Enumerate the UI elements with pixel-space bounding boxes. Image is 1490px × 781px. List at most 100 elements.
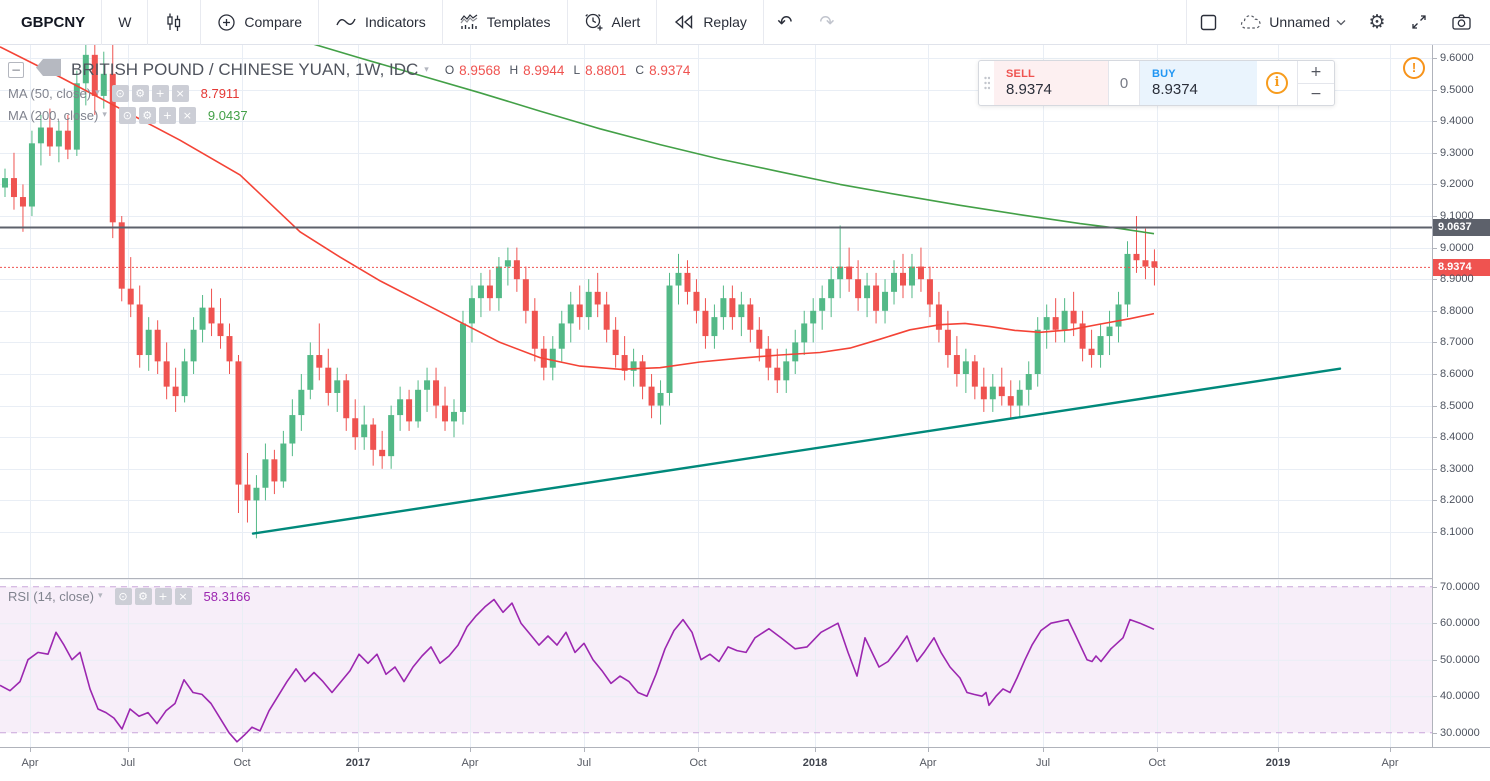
quantity-field[interactable]: 0	[1108, 61, 1140, 105]
ma200-remove-icon[interactable]: ×	[178, 106, 196, 124]
settings-button[interactable]: ⚙	[1356, 0, 1398, 45]
ma200-dropdown-icon[interactable]: ▾	[102, 110, 107, 120]
ma50-label[interactable]: MA (50, close)	[8, 85, 92, 101]
candle-body	[19, 197, 26, 207]
chart-style-button[interactable]	[148, 0, 200, 45]
trade-panel-drag-handle[interactable]	[979, 61, 994, 105]
ma200-settings-icon[interactable]: ⚙	[138, 106, 156, 124]
time-axis-label: Apr	[21, 757, 39, 769]
alert-button[interactable]: Alert	[568, 0, 657, 45]
ma200-label[interactable]: MA (200, close)	[8, 107, 99, 123]
rsi-tick-label: 50.0000	[1440, 653, 1480, 666]
candle-body	[334, 380, 341, 393]
candle-body	[765, 348, 772, 368]
candle-body	[819, 298, 826, 311]
candle-body	[91, 54, 98, 96]
save-layout-button[interactable]: Unnamed	[1229, 13, 1356, 31]
rsi-dropdown-icon[interactable]: ▾	[97, 591, 103, 601]
ma50-dropdown-icon[interactable]: ▾	[95, 88, 100, 98]
time-axis-label: 2018	[802, 757, 828, 769]
interval-button[interactable]: W	[118, 14, 132, 30]
compare-label: Compare	[244, 14, 302, 30]
rsi-label[interactable]: RSI (14, close)	[8, 588, 94, 604]
ma50-remove-icon[interactable]: ×	[171, 84, 189, 102]
rsi-settings-icon[interactable]: ⚙	[134, 587, 152, 605]
sell-label: SELL	[1006, 68, 1035, 80]
collapse-legend-icon[interactable]: −	[8, 62, 24, 78]
candle-body	[406, 399, 413, 422]
candle-body	[226, 336, 233, 362]
ma50-add-icon[interactable]: +	[151, 84, 169, 102]
candle-body	[926, 279, 933, 305]
chart-title[interactable]: BRITISH POUND / CHINESE YUAN, 1W, IDC	[71, 60, 419, 79]
ohlc-values: O 8.9568 H 8.9944 L 8.8801 C 8.9374	[445, 63, 695, 78]
candle-body	[1133, 253, 1140, 261]
candle-body	[612, 329, 619, 356]
price-axis[interactable]: 9.0637 8.9374 9.6000 9.5000 9.4000 9.3000 9.…	[1432, 45, 1490, 747]
toolbar-separator	[762, 0, 764, 45]
candle-body	[370, 424, 377, 450]
candle-body	[442, 405, 449, 422]
candle-body	[621, 355, 628, 371]
replay-button[interactable]: Replay	[657, 0, 763, 45]
rsi-eye-icon[interactable]: ⊙	[114, 587, 132, 605]
candlestick-chart-icon	[164, 12, 184, 32]
buy-button[interactable]: BUY 8.9374	[1140, 61, 1257, 105]
legend-dropdown-icon[interactable]: ▾	[424, 65, 429, 75]
layout-button[interactable]	[1187, 0, 1229, 45]
candle-body	[181, 361, 188, 397]
candle-body	[603, 304, 610, 330]
data-warning-icon[interactable]: !	[1403, 57, 1425, 79]
ma200-add-icon[interactable]: +	[158, 106, 176, 124]
templates-button[interactable]: Templates	[443, 0, 567, 45]
redo-button[interactable]: ↷	[806, 0, 848, 45]
open-value: 8.9568	[459, 62, 501, 78]
axis-tick-mark	[1433, 532, 1437, 533]
redo-icon: ↷	[819, 11, 835, 33]
top-toolbar: GBPCNY W Compare Indicators	[0, 0, 1490, 45]
ma200-eye-icon[interactable]: ⊙	[118, 106, 136, 124]
indicators-label: Indicators	[365, 14, 426, 30]
candle-body	[1025, 374, 1032, 390]
price-tick-label: 9.2000	[1440, 178, 1474, 191]
pane-separator[interactable]	[0, 578, 1490, 579]
axis-tick-mark	[1433, 121, 1437, 123]
ma50-settings-icon[interactable]: ⚙	[131, 84, 149, 102]
quantity-decrease-button[interactable]: −	[1298, 82, 1334, 106]
candle-body	[756, 329, 763, 349]
candle-body	[657, 392, 664, 406]
rsi-remove-icon[interactable]: ×	[174, 587, 192, 605]
candle-body	[64, 130, 71, 150]
cloud-icon	[1239, 13, 1263, 31]
indicators-button[interactable]: Indicators	[319, 0, 442, 45]
rsi-add-icon[interactable]: +	[154, 587, 172, 605]
trade-info-button[interactable]: i	[1257, 61, 1297, 105]
candle-body	[684, 272, 691, 292]
candle-body	[522, 279, 529, 311]
toolbar-separator	[147, 0, 149, 45]
compare-button[interactable]: Compare	[201, 0, 318, 45]
close-label: C	[635, 63, 645, 77]
quantity-increase-button[interactable]: +	[1310, 63, 1322, 80]
flag-icon[interactable]	[36, 58, 61, 82]
sell-button[interactable]: SELL 8.9374	[994, 61, 1108, 105]
price-tick-label: 9.4000	[1440, 115, 1474, 128]
fullscreen-button[interactable]	[1398, 0, 1440, 45]
axis-tick-mark	[1433, 184, 1437, 186]
candle-body	[1034, 329, 1041, 374]
main-chart[interactable]	[0, 45, 1432, 578]
price-tick-label: 8.6000	[1440, 368, 1474, 380]
undo-button[interactable]: ↶	[764, 0, 806, 45]
candle-body	[774, 367, 781, 381]
time-axis-label: Jul	[576, 757, 592, 769]
axis-tick-mark	[1433, 279, 1437, 281]
rsi-tick-label: 60.0000	[1440, 617, 1480, 630]
low-label: L	[573, 63, 581, 77]
time-axis[interactable]: Apr Jul Oct 2017 Apr Jul Oct 2018 Apr Jul Oct 2019 A…	[0, 747, 1490, 781]
ma50-eye-icon[interactable]: ⊙	[111, 84, 129, 102]
symbol-button[interactable]: GBPCNY	[21, 13, 86, 31]
alert-clock-icon	[584, 12, 604, 32]
snapshot-button[interactable]	[1440, 0, 1482, 45]
candle-body	[199, 307, 206, 330]
rsi-pane[interactable]	[0, 580, 1432, 747]
